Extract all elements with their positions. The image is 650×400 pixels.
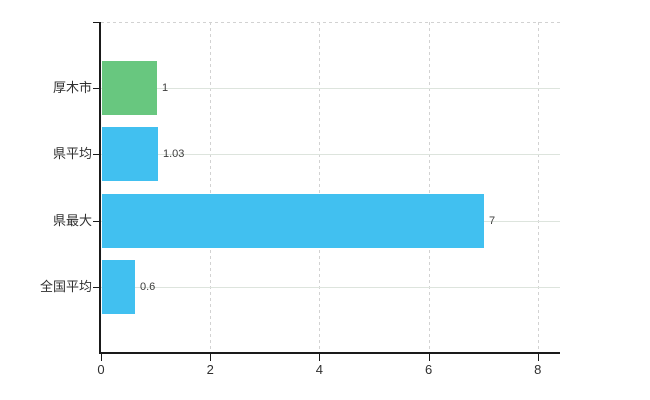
bar — [102, 194, 484, 248]
y-axis-tick — [93, 221, 100, 222]
vertical-gridline-8 — [537, 22, 539, 353]
x-axis-tick — [210, 354, 212, 361]
x-axis-line — [99, 352, 560, 354]
x-axis-tick-label: 2 — [206, 362, 214, 377]
x-axis-tick — [101, 354, 102, 361]
y-axis-label: 全国平均 — [39, 279, 92, 294]
y-axis-label: 県平均 — [52, 146, 92, 161]
bar-value-label: 0.6 — [140, 281, 156, 293]
x-axis-tick — [319, 354, 321, 361]
y-axis-tick — [93, 154, 100, 155]
x-axis-tick — [537, 354, 539, 361]
y-axis-tick — [93, 287, 100, 288]
row-center-gridline — [101, 88, 560, 89]
row-center-gridline — [101, 154, 560, 155]
y-axis-label: 厚木市 — [52, 80, 92, 95]
bar-value-label: 7 — [489, 215, 496, 227]
x-axis-tick-label: 0 — [97, 362, 105, 377]
plot-top-border — [101, 22, 560, 23]
bar — [102, 61, 157, 115]
x-axis-tick-label: 8 — [534, 362, 542, 377]
row-center-gridline — [101, 287, 560, 288]
bar — [102, 127, 158, 181]
x-axis-tick — [428, 354, 430, 361]
bar-value-label: 1.03 — [163, 148, 185, 160]
bar-value-label: 1 — [162, 82, 169, 94]
vertical-gridline-6 — [428, 22, 430, 353]
y-axis-line — [99, 22, 101, 353]
y-axis-label: 県最大 — [52, 213, 92, 228]
x-axis-tick-label: 4 — [315, 362, 323, 377]
y-axis-tick — [93, 88, 100, 89]
vertical-gridline-2 — [210, 22, 212, 353]
x-axis-tick-label: 6 — [424, 362, 433, 377]
y-axis-top-tick — [93, 22, 100, 23]
vertical-gridline-4 — [319, 22, 321, 353]
bar — [102, 260, 135, 314]
